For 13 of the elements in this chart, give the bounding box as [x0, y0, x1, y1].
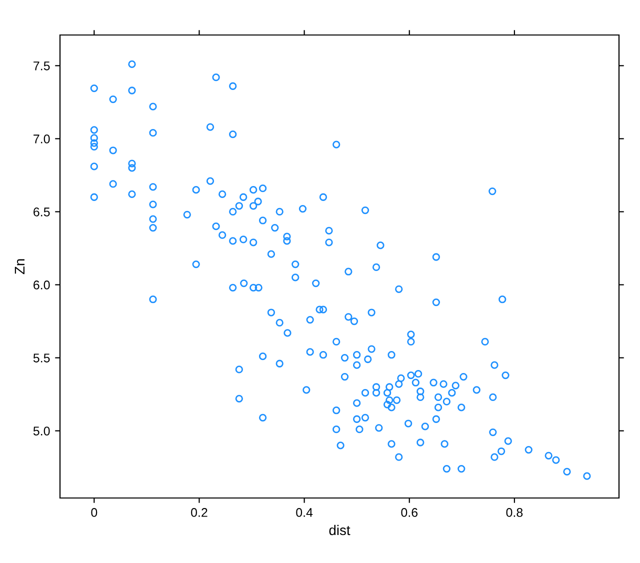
y-tick-label: 5.0: [33, 426, 50, 436]
y-tick-label: 5.5: [33, 354, 50, 362]
y-tick-label: 6.0: [34, 280, 50, 290]
x-axis-title: dist: [329, 524, 350, 536]
y-axis-title: Zn: [14, 259, 24, 274]
x-tick-label: 0: [91, 508, 98, 517]
y-tick-label: 6.5: [34, 208, 50, 216]
x-tick-label: 0.8: [506, 508, 523, 517]
x-tick-label: 0.2: [191, 508, 208, 517]
x-tick-label: 0.4: [296, 508, 313, 517]
x-tick-label: 0.6: [401, 508, 418, 517]
y-tick-label: 7.0: [34, 134, 50, 144]
y-tick-label: 7.5: [34, 62, 50, 70]
